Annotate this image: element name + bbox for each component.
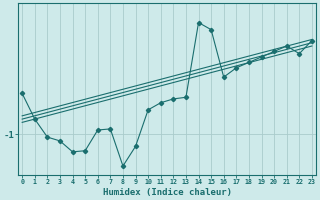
X-axis label: Humidex (Indice chaleur): Humidex (Indice chaleur) <box>102 188 232 197</box>
